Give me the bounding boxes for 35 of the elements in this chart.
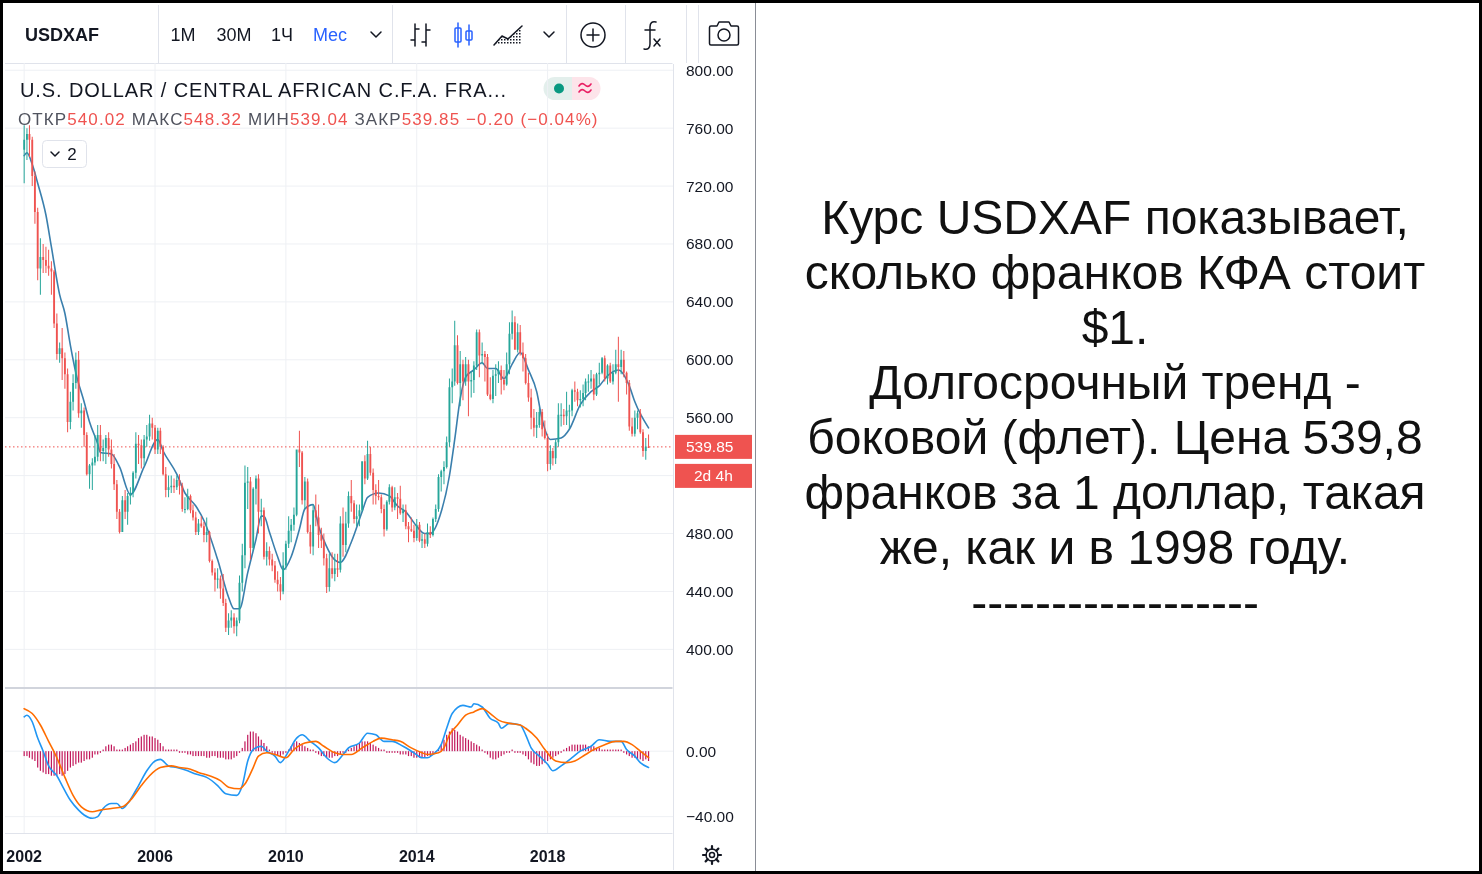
text: 2d 4h — [694, 467, 733, 485]
x-tick-label: 2018 — [529, 848, 566, 865]
text: USDXAF — [25, 25, 100, 45]
text: U.S. DOLLAR / CENTRAL AFRICAN C.F.A. FRA... — [20, 79, 507, 101]
y-tick-label: 480.00 — [686, 525, 734, 543]
y-tick-label: 560.00 — [686, 409, 734, 427]
y-tick-label: 720.00 — [686, 177, 734, 195]
y-tick-label: 600.00 — [686, 351, 734, 369]
y-tick-label: 640.00 — [686, 293, 734, 311]
x-tick-label: 2014 — [398, 848, 435, 865]
text: франков за 1 доллар, такая — [804, 466, 1426, 519]
y-tick-label: −40.00 — [686, 808, 735, 826]
y-tick-label: 680.00 — [686, 235, 734, 253]
y-tick-label: 440.00 — [686, 582, 734, 600]
text: Курс USDXAF показывает, — [821, 191, 1409, 244]
text: Долгосрочный тренд - — [869, 356, 1361, 409]
text: 1Ч — [270, 25, 294, 45]
annotation: 2 — [67, 145, 77, 164]
x-tick-label: 2010 — [268, 848, 304, 865]
text: же, как и в 1998 году. — [879, 521, 1351, 574]
y-tick-label: 400.00 — [686, 640, 734, 658]
x-tick-label: 2002 — [6, 848, 43, 865]
text: Мес — [312, 25, 348, 45]
x-tick-label: 2006 — [137, 848, 173, 865]
ref-line-label: 539.85 — [686, 438, 734, 456]
text: боковой (флет). Цена 539,8 — [807, 411, 1423, 464]
text: ОТКР540.02 МАКС548.32 МИН539.04 ЗАКР539.85 −0.20 (−0.04%) — [18, 110, 599, 129]
y-tick-label: 0.00 — [686, 742, 717, 760]
y-tick-label: 760.00 — [686, 119, 734, 137]
text: сколько франков КФА стоит — [804, 246, 1426, 299]
text: $1. — [1081, 301, 1149, 354]
y-tick-label: 800.00 — [686, 61, 734, 79]
text: 1M — [170, 25, 196, 45]
text: 30M — [216, 25, 252, 45]
text: ------------------ — [971, 576, 1259, 629]
